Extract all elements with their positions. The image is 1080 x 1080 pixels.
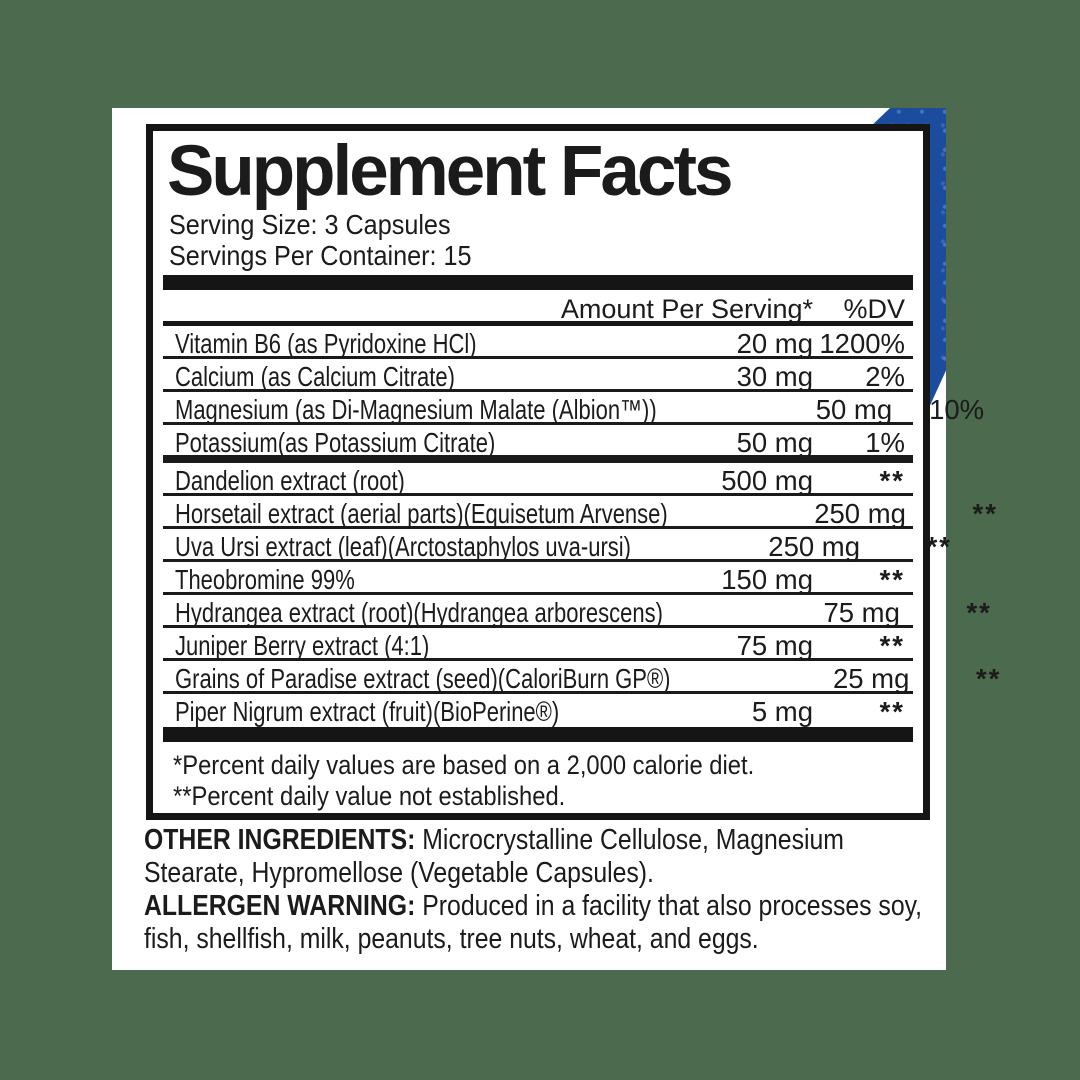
table-row: Theobromine 99% 150 mg ** [163,562,913,595]
ingredient-dv: ** [966,597,992,628]
percent-dv-header: %DV [843,294,905,324]
ingredient-name: Uva Ursi extract (leaf)(Arctostaphylos u… [175,531,632,562]
footnote-not-established: **Percent daily value not established. [173,781,566,811]
other-ingredients-text: Microcrystalline Cellulose, Magnesium St… [144,824,844,889]
thick-divider-top [163,275,913,290]
table-row: Horsetail extract (aerial parts)(Equiset… [163,496,996,529]
ingredient-name: Calcium (as Calcium Citrate) [175,361,455,392]
ingredient-amount: 30 mg [736,361,813,392]
ingredient-amount: 75 mg [823,597,900,628]
ingredient-dv: ** [926,531,953,562]
ingredient-amount: 500 mg [721,465,813,496]
supplement-facts-title: Supplement Facts [167,132,734,211]
allergen-warning: ALLERGEN WARNING: Produced in a facility… [144,890,931,956]
ingredient-amount: 25 mg [832,663,910,694]
ingredient-amount: 20 mg [736,328,813,359]
table-row: Juniper Berry extract (4:1) 75 mg ** [163,628,913,661]
ingredient-dv: 1200% [819,328,905,359]
ingredient-name: Dandelion extract (root) [175,465,405,496]
ingredient-name: Potassium(as Potassium Citrate) [175,427,496,458]
ingredient-amount: 75 mg [736,630,813,661]
table-row: Piper Nigrum extract (fruit)(BioPerine®)… [163,694,913,727]
footnotes: *Percent daily values are based on a 2,0… [153,742,923,812]
supplement-label-panel: Supplement Facts Serving Size: 3 Capsule… [112,108,999,970]
ingredient-dv: 2% [865,361,905,392]
ingredient-name: Hydrangea extract (root)(Hydrangea arbor… [175,597,663,628]
additional-label-text: OTHER INGREDIENTS: Microcrystalline Cell… [144,824,931,956]
ingredient-dv: ** [879,696,905,727]
table-row: Magnesium (as Di-Magnesium Malate (Albio… [163,392,984,425]
ingredient-name: Piper Nigrum extract (fruit)(BioPerine®) [175,696,560,727]
ingredient-dv: ** [879,465,905,496]
ingredient-dv: 10% [929,394,985,425]
other-ingredients-label: OTHER INGREDIENTS: [144,824,416,856]
allergen-warning-text: Produced in a facility that also process… [144,890,923,955]
ingredient-dv: ** [879,630,905,661]
ingredient-amount: 250 mg [768,531,861,562]
ingredient-dv: ** [975,663,1002,694]
allergen-warning-label: ALLERGEN WARNING: [144,890,416,922]
ingredient-amount: 50 mg [736,427,813,458]
ingredient-amount: 5 mg [751,696,813,727]
ingredient-name: Grains of Paradise extract (seed)(Calori… [175,663,671,694]
amount-per-serving-header: Amount Per Serving* [560,294,813,324]
table-row: Potassium(as Potassium Citrate) 50 mg 1% [163,425,913,463]
ingredient-dv: 1% [865,427,905,458]
footnote-daily-values: *Percent daily values are based on a 2,0… [173,750,755,780]
ingredient-amount: 250 mg [814,498,906,529]
serving-size: Serving Size: 3 Capsules [169,209,451,240]
ingredient-name: Juniper Berry extract (4:1) [175,630,430,661]
ingredient-amount: 150 mg [721,564,813,595]
ingredient-name: Horsetail extract (aerial parts)(Equiset… [175,498,668,529]
ingredient-name: Magnesium (as Di-Magnesium Malate (Albio… [175,394,657,425]
supplement-facts-box: Supplement Facts Serving Size: 3 Capsule… [146,124,999,820]
table-row: Uva Ursi extract (leaf)(Arctostaphylos u… [163,529,950,562]
ingredient-name: Vitamin B6 (as Pyridoxine HCl) [175,328,477,359]
servings-per-container: Servings Per Container: 15 [169,240,472,271]
ingredient-dv: ** [972,498,998,529]
ingredient-dv: ** [879,564,905,595]
other-ingredients: OTHER INGREDIENTS: Microcrystalline Cell… [144,824,931,890]
table-row: Dandelion extract (root) 500 mg ** [163,463,913,496]
table-row: Vitamin B6 (as Pyridoxine HCl) 20 mg 120… [163,326,913,359]
thick-divider-bottom [163,727,913,742]
ingredient-amount: 50 mg [815,394,893,425]
table-row: Calcium (as Calcium Citrate) 30 mg 2% [163,359,913,392]
table-row: Grains of Paradise extract (seed)(Calori… [163,661,999,694]
table-row: Hydrangea extract (root)(Hydrangea arbor… [163,595,990,628]
ingredient-name: Theobromine 99% [175,564,355,595]
table-header-row: Amount Per Serving* %DV [163,290,913,326]
